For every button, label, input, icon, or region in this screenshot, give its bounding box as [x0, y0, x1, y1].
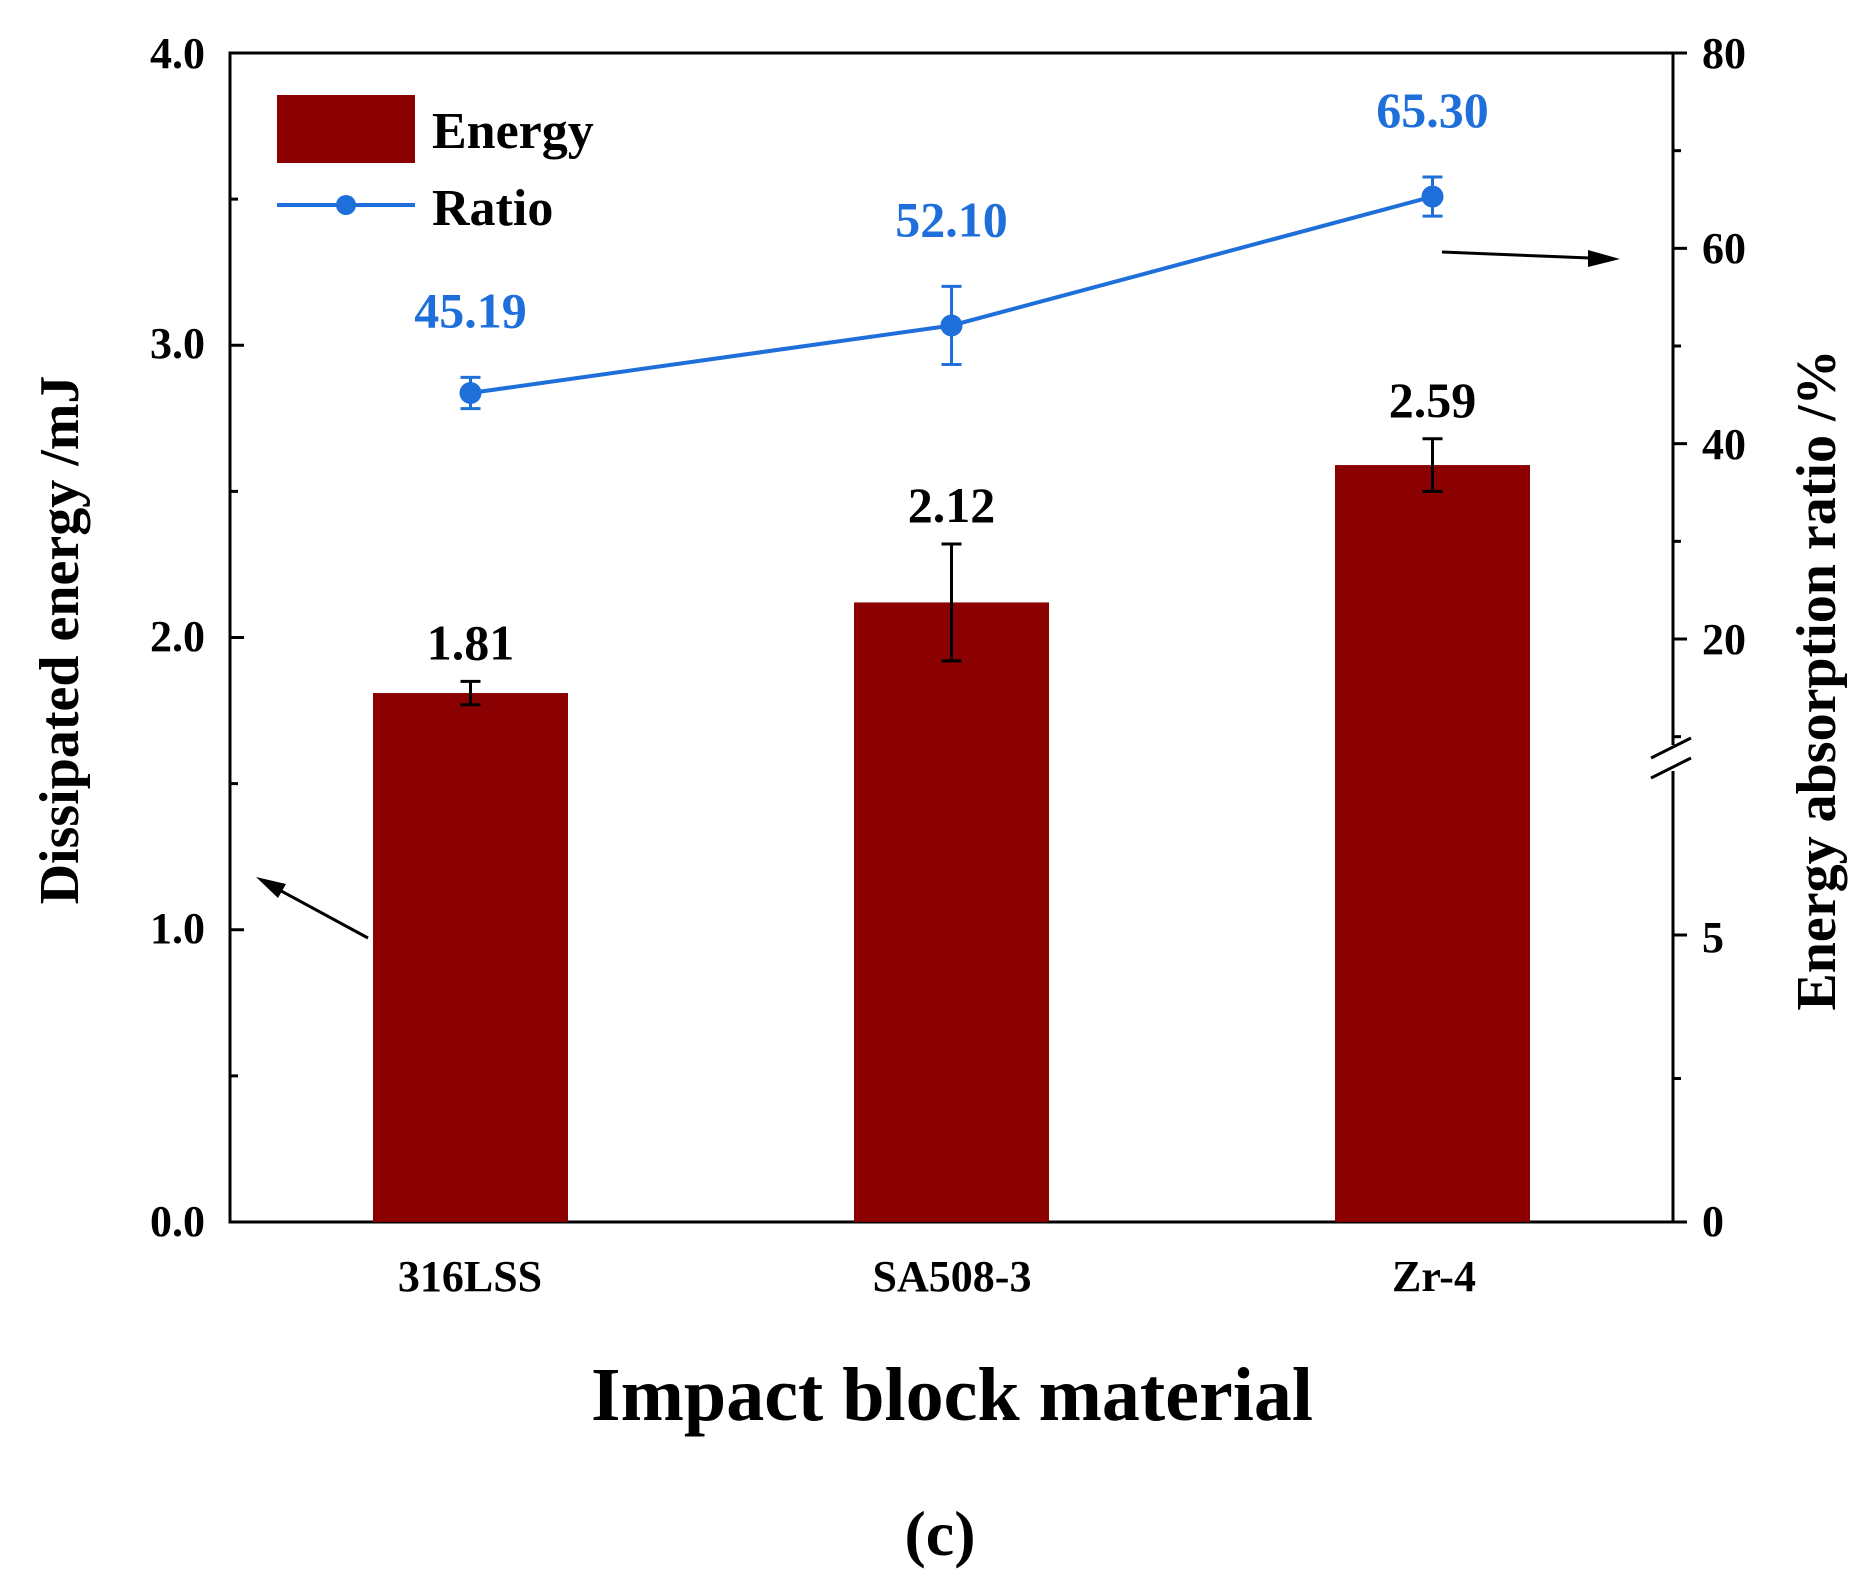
legend-swatch-ratio-marker [336, 195, 356, 215]
legend: Energy Ratio [277, 95, 594, 237]
bar-value-label: 1.81 [427, 614, 515, 670]
bar-energy [1335, 465, 1530, 1222]
y2-tick-label: 40 [1702, 420, 1746, 469]
bar-energy [854, 602, 1049, 1222]
x-axis-title: Impact block material [591, 1353, 1313, 1437]
y-tick-label: 3.0 [150, 319, 205, 368]
panel-label: (c) [904, 1498, 975, 1569]
bar-value-label: 2.59 [1389, 372, 1477, 428]
plot-area: 1.81 2.12 2.59 45.19 52.10 65.30 [228, 51, 1692, 1224]
y-tick-label: 0.0 [150, 1197, 205, 1246]
y2-tick-label: 80 [1702, 29, 1746, 78]
y2-axis-title: Energy absorption ratio /% [1786, 349, 1848, 1010]
right-axis-arrowhead [1588, 250, 1620, 267]
left-axis-arrowhead [256, 877, 286, 898]
axis-break-mark [1650, 736, 1692, 760]
y-tick-label: 2.0 [150, 612, 205, 661]
legend-swatch-energy [277, 95, 415, 163]
ratio-value-label: 45.19 [414, 282, 527, 338]
y-tick-label: 1.0 [150, 904, 205, 953]
legend-label-energy: Energy [432, 103, 594, 160]
y2-tick-label: 0 [1702, 1197, 1724, 1246]
ratio-point [940, 314, 963, 337]
ratio-point [459, 381, 482, 404]
axis-break-gap [1669, 745, 1677, 771]
bar-value-label: 2.12 [908, 477, 996, 533]
axis-break-mark [1650, 756, 1692, 780]
ratio-value-label: 65.30 [1376, 82, 1489, 138]
right-axis-arrow [1441, 250, 1591, 260]
bar-energy [373, 693, 568, 1222]
ratio-point [1421, 185, 1444, 208]
y2-tick-label: 20 [1702, 615, 1746, 664]
left-axis-arrow [271, 884, 369, 940]
y-tick-label: 4.0 [150, 29, 205, 78]
x-tick-label: 316LSS [398, 1252, 542, 1301]
legend-label-ratio: Ratio [432, 180, 553, 237]
right-axis-break [1650, 736, 1692, 780]
axis-pointer-arrows [256, 250, 1620, 940]
y2-tick-label: 5 [1702, 913, 1724, 962]
y2-tick-label: 60 [1702, 224, 1746, 273]
x-tick-label: Zr-4 [1392, 1252, 1476, 1301]
ratio-value-label: 52.10 [895, 191, 1008, 247]
x-tick-label: SA508-3 [873, 1252, 1032, 1301]
y-axis-title: Dissipated energy /mJ [29, 376, 91, 905]
